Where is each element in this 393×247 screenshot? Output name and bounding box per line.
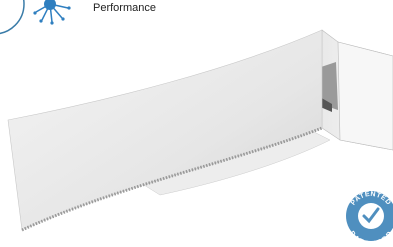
page: Performance PATENTED PATENTED (() => { c…	[0, 0, 393, 247]
unit-box	[318, 30, 393, 150]
splash-icon	[33, 0, 70, 25]
curved-panel	[8, 30, 322, 230]
performance-label: Performance	[93, 2, 156, 14]
patented-badge: PATENTED PATENTED	[346, 191, 393, 247]
product-image: Performance PATENTED PATENTED	[0, 0, 393, 247]
logo-ring	[0, 0, 24, 34]
